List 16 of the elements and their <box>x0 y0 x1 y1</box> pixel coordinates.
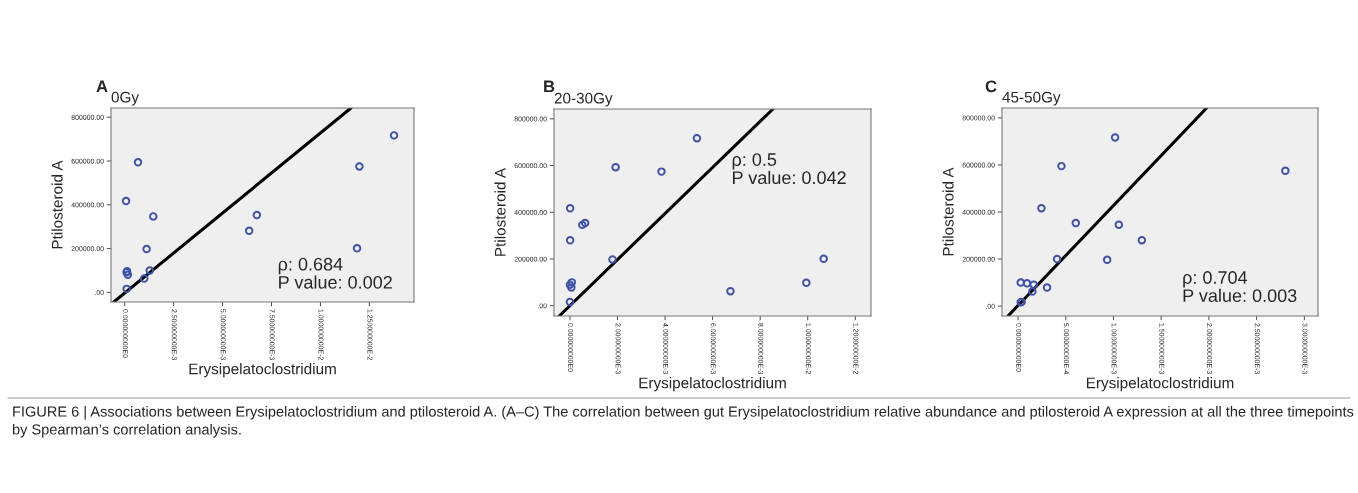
y-axis-title: Ptilosteroid A <box>942 167 954 256</box>
chart-title: 20-30Gy <box>554 92 613 107</box>
text: A <box>96 80 108 93</box>
annotation: ρ: 0.684 P value: 0.002 <box>278 257 392 289</box>
caption: FIGURE 6 | Associations between Erysipelatoclostridium and ptilosteroid A. (A–C) The correlation between gut Erysipelatoclostridium relative abundance and ptilosteroid A expression at all the three timepoints by Spearman’s correlation analysis. <box>12 406 1354 438</box>
y-axis-title: Ptilosteroid A <box>51 160 63 249</box>
annotation: ρ: 0.704 P value: 0.003 <box>1183 271 1297 303</box>
x-axis-title: Erysipelatoclostridium <box>189 363 336 378</box>
y-axis-title: Ptilosteroid A <box>494 167 506 256</box>
text: C <box>985 80 997 93</box>
text: B <box>544 80 555 93</box>
x-axis-title: Erysipelatoclostridium <box>1086 377 1234 392</box>
chart-title: 45-50Gy <box>1002 91 1061 106</box>
annotation: ρ: 0.5 P value: 0.042 <box>732 153 846 185</box>
chart-title: 0Gy <box>111 91 139 106</box>
x-axis-title: Erysipelatoclostridium <box>639 377 786 392</box>
